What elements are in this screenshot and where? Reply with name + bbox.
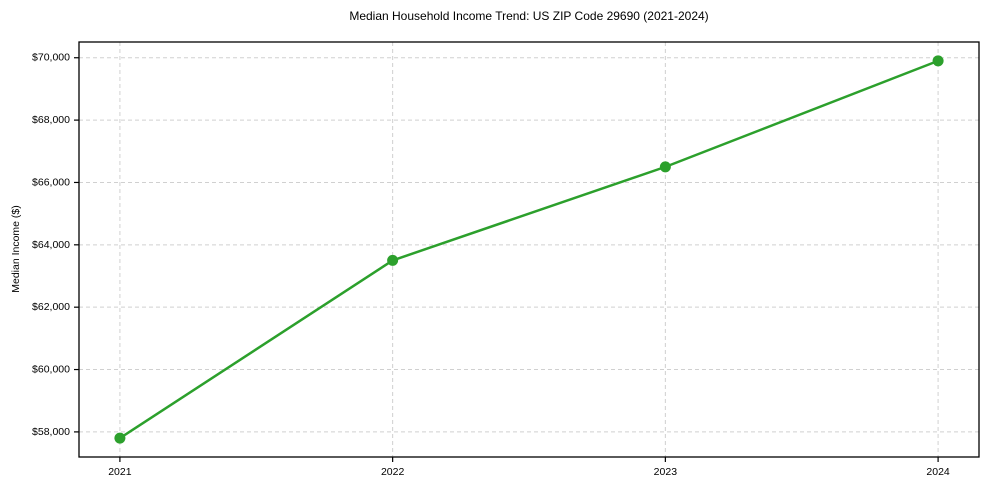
y-tick-label: $60,000 <box>32 364 70 376</box>
x-tick-label: 2022 <box>381 466 405 478</box>
data-point <box>932 55 944 67</box>
y-tick-label: $64,000 <box>32 239 70 251</box>
y-tick-label: $68,000 <box>32 114 70 126</box>
trend-line <box>118 59 940 440</box>
y-tick-label: $66,000 <box>32 176 70 188</box>
y-tick-label: $62,000 <box>32 301 70 313</box>
x-tick-label: 2021 <box>108 466 132 478</box>
y-tick-label: $58,000 <box>32 426 70 438</box>
data-point <box>387 254 399 266</box>
data-point <box>659 161 671 173</box>
chart-title: Median Household Income Trend: US ZIP Co… <box>349 9 709 23</box>
x-tick-label: 2024 <box>926 466 950 478</box>
y-tick-label: $70,000 <box>32 52 70 64</box>
plot-border <box>78 41 980 458</box>
x-tick-label: 2023 <box>654 466 678 478</box>
data-point <box>114 432 126 444</box>
